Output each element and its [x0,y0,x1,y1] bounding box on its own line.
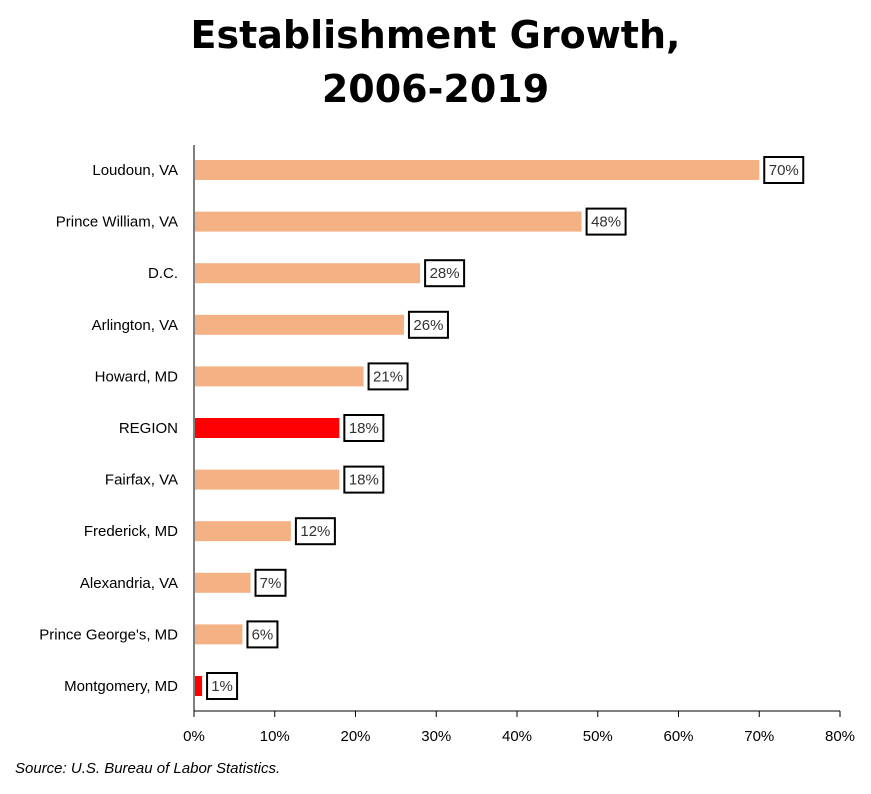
bar [195,469,340,490]
bar [195,521,291,542]
bar [195,211,582,232]
data-label-box [407,310,449,339]
x-tick-label: 0% [183,728,205,745]
data-label-box [246,620,279,649]
data-label: 1% [211,678,233,695]
category-label: Fairfax, VA [105,472,178,489]
category-label: Alexandria, VA [80,575,178,592]
bar [195,418,340,438]
data-label-box [206,672,239,700]
data-label: 7% [260,575,282,592]
category-label: D.C. [148,265,178,282]
bar [195,263,421,284]
category-label: Prince George's, MD [39,626,178,643]
source-note: Source: U.S. Bureau of Labor Statistics. [15,760,281,777]
category-label: Arlington, VA [92,317,178,334]
category-label: Montgomery, MD [64,678,178,695]
data-label-box [343,465,385,494]
x-tick-label: 30% [421,728,451,745]
data-label-box [424,259,466,288]
data-label: 21% [373,368,403,385]
chart-title: Establishment Growth, 2006-2019 [0,8,871,116]
data-label-box [343,414,385,442]
x-tick-label: 60% [663,728,693,745]
bar [195,366,364,387]
bar [195,314,404,335]
category-label: Prince William, VA [56,214,178,231]
chart-title-line-1: Establishment Growth, [190,13,681,57]
category-label: Loudoun, VA [92,162,178,179]
x-tick-label: 40% [502,728,532,745]
bar [195,160,760,180]
bar [195,624,243,645]
data-label: 26% [413,317,443,334]
data-label: 48% [591,214,621,231]
x-tick-label: 10% [260,728,290,745]
category-label: Howard, MD [95,368,179,385]
data-label: 12% [300,523,330,540]
category-label: Frederick, MD [84,523,178,540]
data-label: 18% [349,420,379,437]
data-label-box [585,207,627,236]
data-label-box [254,568,287,597]
x-tick-label: 50% [583,728,613,745]
bar [195,676,203,696]
data-label: 6% [252,626,274,643]
data-label-box [367,362,409,391]
bar [195,572,251,593]
chart-title-line-2: 2006-2019 [321,67,550,111]
data-label: 28% [430,265,460,282]
data-label: 18% [349,472,379,489]
x-tick-label: 20% [340,728,370,745]
x-tick-label: 70% [744,728,774,745]
data-label: 70% [769,162,799,179]
data-label-box [294,517,336,546]
data-label-box [763,156,805,184]
x-tick-label: 80% [825,728,855,745]
category-label: REGION [119,420,178,437]
